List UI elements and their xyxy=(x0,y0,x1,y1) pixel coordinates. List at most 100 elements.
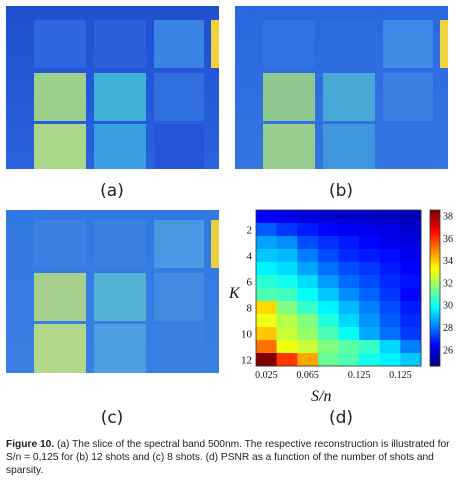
y-tick-label: 8 xyxy=(247,303,253,315)
y-tick-label: 4 xyxy=(247,251,253,263)
colorbar-segment xyxy=(430,220,440,224)
x-tick-labels: 0.025 0.065 0.125 0.125 xyxy=(255,370,412,381)
patch xyxy=(263,20,315,68)
colorbar-tick-label: 38 xyxy=(443,212,453,223)
patch xyxy=(383,73,433,121)
colorbar-tick-label: 30 xyxy=(443,301,453,312)
colorbar-segment xyxy=(430,301,440,305)
colorbar-segment xyxy=(430,314,440,318)
colorbar-frame xyxy=(429,209,441,367)
colorbar-segment xyxy=(430,308,440,312)
colorbar-segment xyxy=(430,280,440,284)
heatmap-cell xyxy=(317,301,339,315)
heatmap-cell xyxy=(276,353,298,367)
heatmap-cell xyxy=(256,288,278,302)
patch xyxy=(34,73,86,121)
patch xyxy=(263,73,315,121)
colorbar-segment xyxy=(430,290,440,294)
colorbar-segment xyxy=(430,316,440,320)
colorbar-segment xyxy=(430,298,440,302)
heatmap-cell xyxy=(338,262,360,276)
colorbar-segment xyxy=(430,342,440,346)
panel-b-label: (b) xyxy=(328,181,354,201)
heatmap-cell xyxy=(400,275,422,289)
patch xyxy=(94,124,146,169)
patch xyxy=(34,220,86,268)
patch xyxy=(34,124,86,169)
colorbar-segment xyxy=(430,262,440,266)
heatmap-cell xyxy=(359,301,381,315)
colorbar-tick-label: 34 xyxy=(443,256,453,267)
colorbar-segment xyxy=(430,350,440,354)
patch xyxy=(383,20,433,68)
heatmap-cell xyxy=(276,275,298,289)
colorbar-segment xyxy=(430,355,440,359)
heatmap-cell xyxy=(276,314,298,328)
colorbar-segment xyxy=(430,238,440,242)
colorbar-segment xyxy=(430,225,440,229)
heatmap-cell xyxy=(317,275,339,289)
y-tick-label: 12 xyxy=(241,355,252,367)
figure-caption: Figure 10. (a) The slice of the spectral… xyxy=(6,438,456,477)
heatmap-cell xyxy=(338,223,360,237)
heatmap-cell xyxy=(297,340,319,354)
heatmap-cell xyxy=(400,288,422,302)
heatmap-cell xyxy=(338,314,360,328)
colorbar-segment xyxy=(430,327,440,331)
colorbar-segment xyxy=(430,210,440,214)
heatmap-cell xyxy=(338,353,360,367)
heatmap-cell xyxy=(297,301,319,315)
heatmap-cell xyxy=(276,262,298,276)
patch xyxy=(154,324,204,373)
colorbar-segment xyxy=(430,217,440,221)
heatmap-cell xyxy=(256,340,278,354)
heatmap-cell xyxy=(379,340,401,354)
heatmap-cell xyxy=(338,340,360,354)
heatmap-cell xyxy=(256,210,278,224)
colorbar-segment xyxy=(430,275,440,279)
colorbar-segment xyxy=(430,293,440,297)
colorbar-segment xyxy=(430,223,440,227)
heatmap-cell xyxy=(297,249,319,263)
colorbar-segment xyxy=(430,264,440,268)
colorbar-segment xyxy=(430,243,440,247)
heatmap-cell xyxy=(400,210,422,224)
colorbar-segment xyxy=(430,228,440,232)
heatmap-cell xyxy=(400,340,422,354)
heatmap-cell xyxy=(359,210,381,224)
heatmap-cell xyxy=(276,210,298,224)
colorbar-segment xyxy=(430,319,440,323)
heatmap-cell xyxy=(317,236,339,250)
heatmap-cell xyxy=(256,262,278,276)
colorbar-segment xyxy=(430,337,440,341)
colorbar-segment xyxy=(430,256,440,260)
colorbar-tick-label: 28 xyxy=(443,323,453,334)
patch xyxy=(94,273,146,321)
heatmap-cell xyxy=(400,314,422,328)
colorbar-segment xyxy=(430,334,440,338)
heatmap-cell xyxy=(317,249,339,263)
heatmap-cell xyxy=(379,275,401,289)
colorbar-segment xyxy=(430,288,440,292)
colorbar-segment xyxy=(430,254,440,258)
heatmap-cell xyxy=(256,327,278,341)
heatmap-cell xyxy=(297,210,319,224)
colorbar-segment xyxy=(430,282,440,286)
colorbar-segment xyxy=(430,363,440,367)
heatmap-cell xyxy=(379,262,401,276)
colorbar-segment xyxy=(430,353,440,357)
heatmap-cell xyxy=(379,223,401,237)
heatmap-cell xyxy=(338,288,360,302)
heatmap-cell xyxy=(379,236,401,250)
patch xyxy=(154,220,204,268)
heatmap-cell xyxy=(317,210,339,224)
x-tick-label: 0.025 xyxy=(255,370,278,381)
panel-b-image xyxy=(235,6,448,169)
colorbar-segment xyxy=(430,303,440,307)
heatmap-cell xyxy=(276,223,298,237)
heatmap-cell xyxy=(297,223,319,237)
colorbar-segment xyxy=(430,215,440,219)
panel-c-image xyxy=(6,210,219,373)
heatmap-cell xyxy=(276,301,298,315)
colorbar-tick-label: 36 xyxy=(443,234,453,245)
